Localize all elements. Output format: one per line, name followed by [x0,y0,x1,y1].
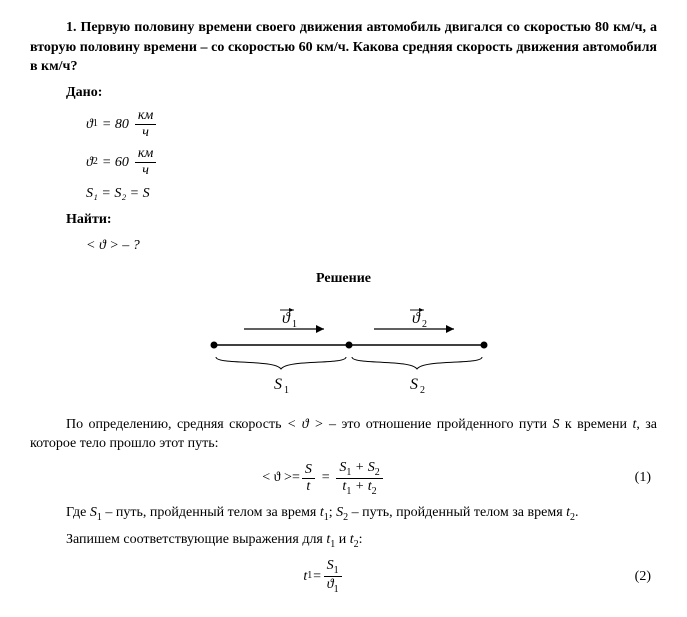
svg-text:S: S [274,376,282,393]
svg-text:S: S [410,376,418,393]
find-header: Найти: [66,210,657,230]
given-v1: ϑ1 = 80 км ч [86,108,657,140]
svg-text:1: 1 [292,319,297,330]
problem-statement: 1. Первую половину времени своего движен… [30,18,657,77]
given-block: ϑ1 = 80 км ч ϑ2 = 60 км ч S₁ = S₂ = S [86,108,657,204]
svg-text:1: 1 [284,385,289,396]
eq2-number: (2) [617,567,657,587]
find-expr: < ϑ > – ? [86,236,657,256]
given-s: S₁ = S₂ = S [86,184,657,204]
svg-text:2: 2 [422,319,427,330]
problem-text: Первую половину времени своего движения … [30,20,657,74]
given-v2: ϑ2 = 60 км ч [86,146,657,178]
eq1-number: (1) [617,468,657,488]
solution-header: Решение [30,269,657,289]
svg-text:ϑ: ϑ [282,310,291,327]
given-header: Дано: [66,83,657,103]
problem-number: 1. [66,20,77,35]
para-definition: По определению, средняя скорость < ϑ > –… [30,415,657,454]
para-write-expr: Запишем соответствующие выражения для t1… [30,530,657,552]
svg-text:ϑ: ϑ [412,310,421,327]
para-where: Где S1 – путь, пройденный телом за время… [30,503,657,525]
svg-text:2: 2 [420,385,425,396]
find-block: < ϑ > – ? [86,236,657,256]
equation-2: t1 = S1 ϑ1 (2) [30,558,657,595]
motion-diagram: ϑ 1 ϑ 2 S 1 S 2 [30,307,657,397]
equation-1: < ϑ >= S t = S1 + S2 t1 + t2 (1) [30,460,657,497]
